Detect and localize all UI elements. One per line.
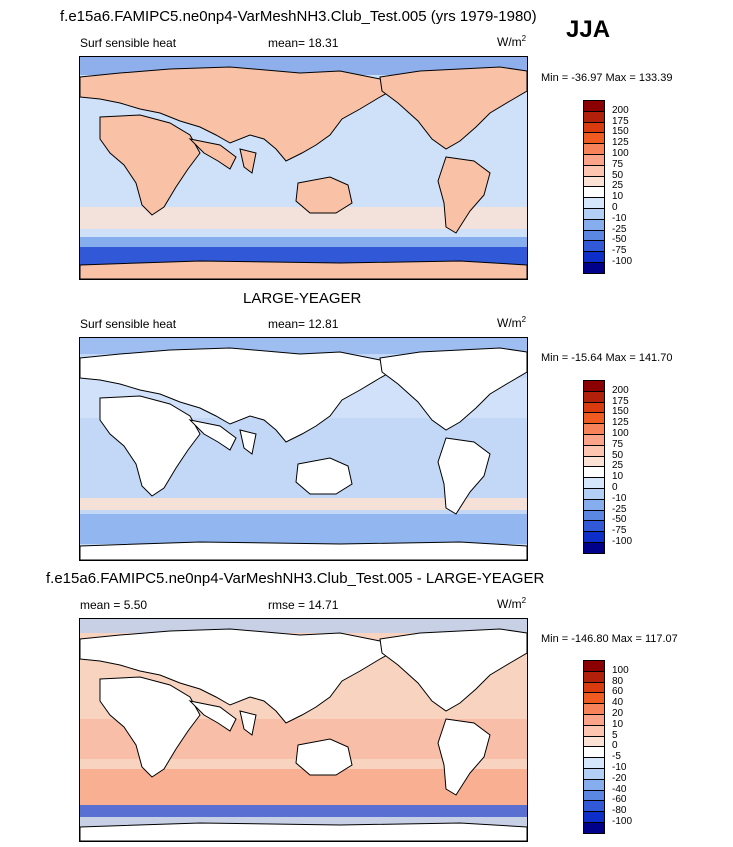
panel1-minmax: Min = -36.97 Max = 133.39 — [541, 72, 673, 84]
panel2-units: W/m2 — [497, 315, 527, 330]
panel2-colorbar-tick-label: 100 — [612, 428, 629, 439]
panel2-colorbar-tick-label: -50 — [612, 514, 627, 526]
panel1-colorbar-tick-label: 200 — [612, 104, 629, 116]
panel1-colorbar-tick-label: 150 — [612, 126, 629, 138]
panel1-colorbar-tick-label: 10 — [612, 191, 624, 203]
panel3-colorbar-tick-label: 20 — [612, 708, 624, 719]
panel1-colorbar-tick-label: 25 — [612, 180, 624, 192]
panel2-colorbar-tick-label: 25 — [612, 460, 624, 472]
panel2-colorbar-tick-label: -25 — [612, 503, 627, 515]
panel3-colorbar-tick-label: 60 — [612, 686, 624, 698]
panel1-colorbar-tick-label: -10 — [612, 212, 627, 224]
panel2-colorbar-tick-label: 200 — [612, 384, 629, 396]
panel2-colorbar-tick-label: 10 — [612, 471, 624, 483]
panel3-map — [79, 618, 528, 842]
panel2-colorbar-tick-label: 150 — [612, 406, 629, 418]
panel2-map — [79, 337, 528, 561]
panel3-colorbar-tick-label: 40 — [612, 697, 624, 709]
panel2-colorbar-tick-label: 75 — [612, 438, 624, 450]
panel1-map-svg — [80, 57, 527, 279]
panel1-map — [79, 56, 528, 280]
panel1-colorbar-tick-label: 75 — [612, 158, 624, 170]
panel1-mean-label: mean= 18.31 — [268, 36, 339, 50]
panel3-colorbar-tick-label: -80 — [612, 805, 627, 817]
panel3-colorbar-tick-label: 0 — [612, 740, 618, 752]
season-label: JJA — [566, 16, 611, 43]
panel2-minmax: Min = -15.64 Max = 141.70 — [541, 352, 673, 364]
panel3-colorbar-tick-label: -100 — [612, 816, 633, 827]
panel1-units: W/m2 — [497, 34, 527, 49]
panel1-colorbar-tick-label: 125 — [612, 137, 629, 149]
panel3-units: W/m2 — [497, 596, 527, 611]
panel1-title: f.e15a6.FAMIPC5.ne0np4-VarMeshNH3.Club_T… — [60, 8, 537, 25]
panel3-colorbar-swatch — [583, 822, 605, 834]
panel2-mean-label: mean= 12.81 — [268, 317, 339, 331]
panel2-colorbar-tick-label: -10 — [612, 492, 627, 504]
panel2-title: LARGE-YEAGER — [243, 290, 362, 307]
panel3-colorbar-tick-label: 10 — [612, 718, 624, 730]
panel1-colorbar-tick-label: -25 — [612, 223, 627, 235]
panel3-colorbar-tick-label: -20 — [612, 772, 627, 784]
panel1-colorbar-tick-label: -75 — [612, 245, 627, 257]
panel3-minmax: Min = -146.80 Max = 117.07 — [541, 633, 678, 645]
panel3-colorbar-tick-label: -40 — [612, 783, 627, 795]
panel3-colorbar-tick-label: -10 — [612, 762, 627, 773]
panel2-colorbar-tick-label: -100 — [612, 536, 633, 547]
panel1-colorbar-swatch — [583, 262, 605, 274]
panel3-colorbar-tick-label: 5 — [612, 729, 618, 741]
panel3-colorbar-tick-label: 80 — [612, 675, 624, 687]
panel1-colorbar-tick-label: 50 — [612, 169, 624, 181]
panel3-map-svg — [80, 619, 527, 841]
panel2-colorbar-tick-label: 125 — [612, 417, 629, 429]
panel1-variable-label: Surf sensible heat — [80, 36, 177, 50]
panel3-colorbar-tick-label: -5 — [612, 751, 621, 763]
panel1-colorbar-tick-label: 0 — [612, 202, 618, 213]
panel2-colorbar-swatch — [583, 542, 605, 554]
panel2-colorbar-tick-label: 50 — [612, 449, 624, 461]
panel1-colorbar-tick-label: 100 — [612, 148, 629, 159]
panel2-variable-label: Surf sensible heat — [80, 317, 177, 331]
panel2-colorbar-tick-label: -75 — [612, 525, 627, 537]
panel3-title: f.e15a6.FAMIPC5.ne0np4-VarMeshNH3.Club_T… — [46, 570, 545, 587]
panel1-colorbar-tick-label: 175 — [612, 115, 629, 127]
panel2-map-svg — [80, 338, 527, 560]
panel1-colorbar-tick-label: -50 — [612, 234, 627, 246]
panel3-colorbar-tick-label: -60 — [612, 794, 627, 806]
panel3-mean-label: mean = 5.50 — [80, 598, 148, 612]
panel3-colorbar-tick-label: 100 — [612, 664, 629, 676]
panel2-colorbar-tick-label: 0 — [612, 482, 618, 493]
panel2-colorbar-tick-label: 175 — [612, 395, 629, 407]
panel3-rmse-label: rmse = 14.71 — [268, 598, 339, 612]
panel1-colorbar-tick-label: -100 — [612, 256, 633, 267]
